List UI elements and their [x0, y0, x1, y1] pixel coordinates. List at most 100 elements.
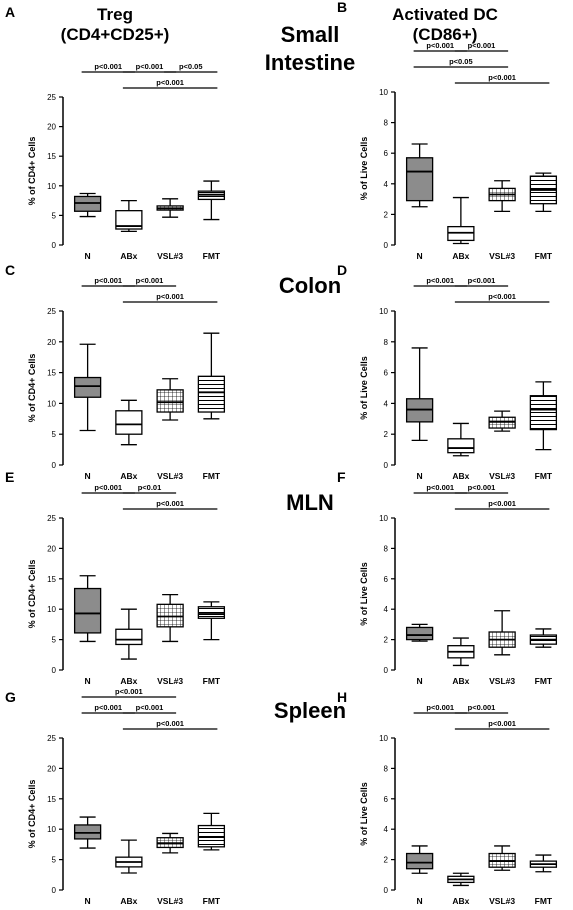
box-vsl3 [156, 593, 184, 643]
significance-label: p<0.001 [156, 719, 184, 728]
y-tick-label: 10 [47, 605, 56, 614]
box-abx [447, 872, 475, 887]
y-tick-label: 10 [47, 399, 56, 408]
box-n [405, 845, 434, 874]
x-tick-label: VSL#3 [157, 471, 183, 481]
panel-letter: F [337, 469, 346, 485]
y-axis-label: % of CD4+ Cells [27, 354, 37, 423]
box-n [73, 192, 102, 218]
box-iqr [115, 210, 143, 230]
significance-label: p<0.001 [156, 292, 184, 301]
panel-letter: A [5, 4, 15, 20]
significance-label: p<0.001 [115, 687, 143, 696]
tissue-label-colon: Colon [278, 273, 342, 298]
x-tick-label: ABx [452, 251, 469, 261]
y-tick-label: 20 [47, 338, 56, 347]
box-vsl3 [488, 410, 516, 432]
y-tick-label: 2 [384, 636, 389, 645]
dc-subtitle: (CD86+) [412, 25, 478, 44]
significance-label: p<0.001 [488, 73, 516, 82]
significance-label: p<0.05 [179, 62, 203, 71]
y-tick-label: 10 [379, 307, 388, 316]
y-tick-label: 10 [379, 514, 388, 523]
y-tick-label: 8 [384, 764, 389, 773]
x-tick-label: N [417, 251, 423, 261]
panel-letter: E [5, 469, 14, 485]
box-abx [115, 839, 143, 874]
box-n [73, 575, 102, 643]
box-vsl3 [156, 832, 184, 854]
box-fmt [529, 854, 558, 873]
box-iqr [115, 410, 143, 435]
x-tick-label: FMT [535, 251, 553, 261]
x-tick-label: ABx [452, 896, 469, 906]
x-tick-label: N [85, 251, 91, 261]
box-vsl3 [156, 198, 184, 218]
significance-label: p<0.001 [426, 276, 454, 285]
x-tick-label: FMT [535, 471, 553, 481]
y-tick-label: 10 [47, 825, 56, 834]
significance-label: p<0.001 [136, 703, 164, 712]
panel-letter: B [337, 0, 347, 15]
y-axis-label: % of Live Cells [359, 782, 369, 846]
x-tick-label: ABx [120, 471, 137, 481]
significance-label: p<0.001 [94, 483, 122, 492]
y-tick-label: 0 [52, 666, 57, 675]
box-fmt [529, 628, 558, 648]
y-tick-label: 15 [47, 152, 56, 161]
panel-e: E 0 5 10 15 20 25 % of CD4+ Cells N ABx VSL#3 FMT p<… [5, 469, 226, 686]
x-tick-label: VSL#3 [489, 251, 515, 261]
x-tick-label: ABx [120, 676, 137, 686]
y-tick-label: 6 [384, 575, 389, 584]
significance-label: p<0.001 [426, 483, 454, 492]
box-n [73, 816, 102, 849]
significance-label: p<0.001 [468, 276, 496, 285]
x-tick-label: FMT [203, 676, 221, 686]
y-tick-label: 2 [384, 210, 389, 219]
x-tick-label: FMT [203, 251, 221, 261]
box-fmt [197, 332, 226, 420]
y-tick-label: 0 [384, 666, 389, 675]
significance-label: p<0.001 [468, 41, 496, 50]
y-tick-label: 25 [47, 307, 56, 316]
panel-c: C 0 5 10 15 20 25 % of CD4+ Cells N ABx VSL#3 FMT p<… [5, 262, 226, 481]
box-fmt [197, 601, 226, 641]
y-tick-label: 5 [52, 211, 57, 220]
significance-label: p<0.001 [94, 276, 122, 285]
panel-a: A 0 5 10 15 20 25 % of CD4+ Cells N ABx VSL#3 FMT p<… [5, 4, 226, 261]
tissue-label-mln: MLN [286, 490, 334, 515]
significance-label: p<0.001 [156, 78, 184, 87]
y-tick-label: 4 [384, 825, 389, 834]
tissue-label-spleen: Spleen [273, 698, 347, 723]
significance-label: p<0.001 [488, 292, 516, 301]
y-tick-label: 0 [52, 461, 57, 470]
y-tick-label: 20 [47, 544, 56, 553]
box-n [73, 343, 102, 432]
y-tick-label: 20 [47, 123, 56, 132]
box-abx [115, 399, 143, 446]
box-iqr [197, 375, 226, 413]
box-vsl3 [156, 378, 184, 421]
y-axis-label: % of CD4+ Cells [27, 137, 37, 206]
significance-label: p<0.001 [468, 483, 496, 492]
panel-letter: D [337, 262, 347, 278]
box-iqr [405, 157, 434, 202]
box-n [405, 143, 434, 208]
panel-d: D 0 2 4 6 8 10 % of Live Cells N ABx VSL#3 FMT p<0.0… [337, 262, 558, 481]
y-tick-label: 2 [384, 856, 389, 865]
x-tick-label: VSL#3 [489, 471, 515, 481]
y-tick-label: 8 [384, 544, 389, 553]
significance-label: p<0.001 [468, 703, 496, 712]
y-axis-label: % of CD4+ Cells [27, 560, 37, 629]
y-tick-label: 25 [47, 514, 56, 523]
y-tick-label: 10 [379, 88, 388, 97]
box-iqr [197, 824, 226, 848]
box-iqr [405, 626, 434, 641]
x-tick-label: VSL#3 [489, 676, 515, 686]
x-tick-label: N [417, 471, 423, 481]
y-tick-label: 6 [384, 369, 389, 378]
y-tick-label: 25 [47, 93, 56, 102]
y-tick-label: 20 [47, 764, 56, 773]
panel-b: B 0 2 4 6 8 10 % of Live Cells N ABx VSL#3 FMT p<0.0… [337, 0, 558, 261]
